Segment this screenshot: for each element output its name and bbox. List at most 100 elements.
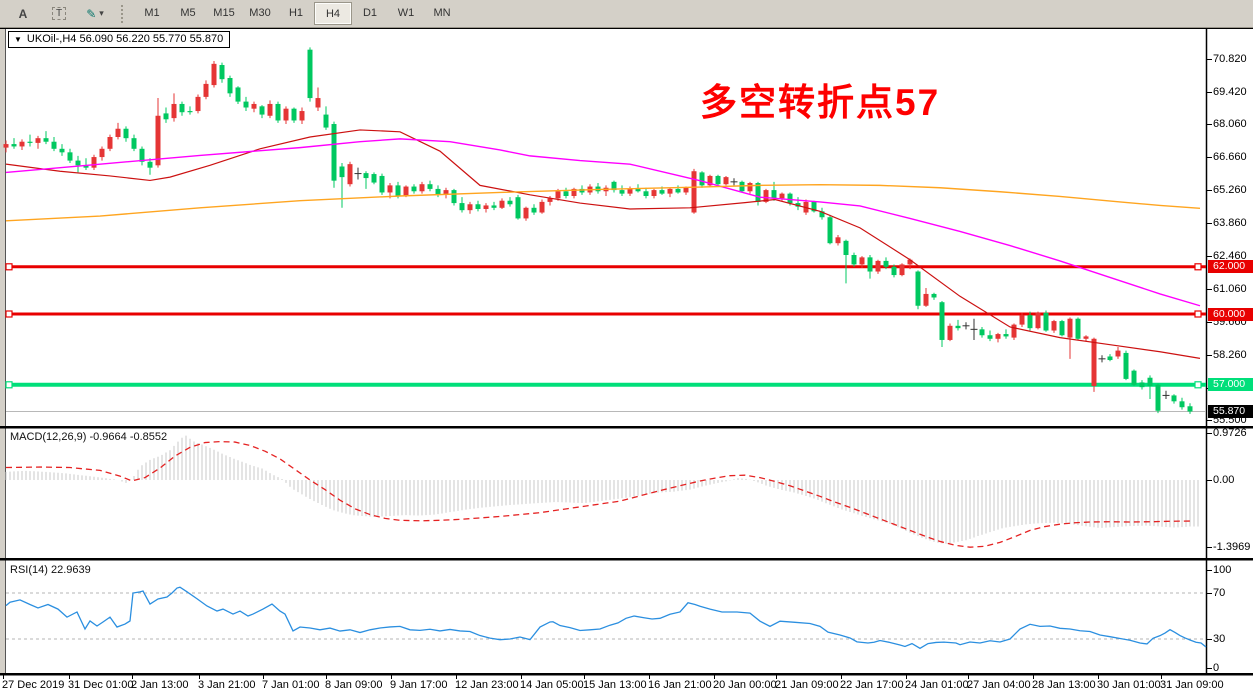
time-axis-label[interactable]: 3 Jan 21:00	[198, 679, 256, 691]
time-axis-label[interactable]: 27 Jan 04:00	[967, 679, 1031, 691]
price-badge-62.000: 62.000	[1208, 260, 1253, 274]
hline-handle[interactable]	[5, 263, 13, 271]
hline-handle[interactable]	[1194, 310, 1202, 318]
rsi-axis-tick	[1207, 593, 1212, 594]
time-axis-tick	[3, 675, 4, 679]
time-axis-label[interactable]: 12 Jan 23:00	[455, 679, 519, 691]
price-axis-tick	[1207, 322, 1212, 324]
time-axis-tick	[391, 675, 392, 679]
pane-separator-macd-rsi[interactable]	[0, 558, 1253, 561]
price-axis-tick	[1207, 288, 1212, 290]
time-axis-tick	[968, 675, 969, 679]
time-axis-label[interactable]: 21 Jan 09:00	[775, 679, 839, 691]
price-axis-label: 70.820	[1213, 52, 1247, 65]
price-axis-label: 58.260	[1213, 349, 1247, 362]
timeframe-button-h4[interactable]: H4	[314, 2, 352, 25]
macd-signal-line	[5, 440, 1191, 548]
time-axis-tick	[326, 675, 327, 679]
time-axis-tick	[199, 675, 200, 679]
time-axis-label[interactable]: 31 Dec 01:00	[68, 679, 134, 691]
ma-fast-red	[5, 129, 1201, 359]
time-axis-label[interactable]: 22 Jan 17:00	[840, 679, 904, 691]
price-badge-57.000: 57.000	[1208, 378, 1253, 392]
time-axis-tick	[776, 675, 777, 679]
time-axis-tick	[649, 675, 650, 679]
timeframe-button-d1[interactable]: D1	[362, 6, 378, 19]
price-axis-tick	[1207, 355, 1212, 357]
price-axis-label: 66.660	[1213, 150, 1247, 163]
timeframe-button-mn[interactable]: MN	[433, 6, 451, 19]
text-tool-icon: T	[51, 7, 67, 20]
time-axis-label[interactable]: 14 Jan 05:00	[520, 679, 584, 691]
rsi-axis-label: 0	[1213, 662, 1220, 674]
font-tool-button[interactable]: A	[5, 3, 41, 24]
price-axis-tick	[1207, 91, 1212, 93]
toolbar-drag-handle[interactable]	[121, 4, 128, 23]
symbol-dropdown-icon[interactable]: ▼	[14, 34, 22, 44]
time-axis-tick	[263, 675, 264, 679]
chart-window[interactable]: ▼ UKOil-,H4 56.090 56.220 55.770 55.870 …	[0, 28, 1253, 696]
chevron-down-icon[interactable]: ▾	[99, 8, 104, 18]
color-scheme-icon: ✎	[86, 6, 97, 21]
timeframe-button-m1[interactable]: M1	[144, 6, 160, 19]
color-scheme-button[interactable]: ✎ ▾	[77, 3, 113, 24]
time-axis-label[interactable]: 28 Jan 13:00	[1032, 679, 1096, 691]
text-tool-button[interactable]: T	[41, 3, 77, 24]
macd-axis-label: 0.00	[1213, 474, 1235, 486]
rsi-axis-tick	[1207, 668, 1212, 669]
time-axis-tick	[132, 675, 133, 679]
pane-separator-main-macd[interactable]	[0, 426, 1253, 429]
time-axis-tick	[1161, 675, 1162, 679]
hline-handle[interactable]	[5, 381, 13, 389]
timeframe-button-h1[interactable]: H1	[288, 6, 304, 19]
macd-axis-tick	[1207, 480, 1212, 481]
rsi-axis-label: 70	[1213, 587, 1226, 599]
price-axis-tick	[1207, 123, 1212, 125]
timeframe-button-m5[interactable]: M5	[180, 6, 196, 19]
time-axis-label[interactable]: 20 Jan 00:00	[713, 679, 777, 691]
time-axis-tick	[1098, 675, 1099, 679]
macd-axis-tick	[1207, 433, 1212, 435]
time-axis-label[interactable]: 31 Jan 09:00	[1160, 679, 1224, 691]
time-axis-label[interactable]: 8 Jan 09:00	[325, 679, 383, 691]
time-axis-label[interactable]: 16 Jan 21:00	[648, 679, 712, 691]
time-axis-label[interactable]: 9 Jan 17:00	[390, 679, 448, 691]
rsi-axis-label: 30	[1213, 633, 1226, 645]
time-axis-tick	[841, 675, 842, 679]
macd-indicator-label: MACD(12,26,9) -0.9664 -0.8552	[10, 431, 168, 443]
hline-handle[interactable]	[5, 310, 13, 318]
time-axis-label[interactable]: 2 Jan 13:00	[131, 679, 189, 691]
price-axis-tick	[1207, 420, 1212, 422]
rsi-line	[5, 586, 1207, 650]
time-axis-tick	[1033, 675, 1034, 679]
price-axis-label: 62.460	[1213, 249, 1247, 262]
timeframe-button-w1[interactable]: W1	[397, 6, 415, 19]
rsi-axis-tick	[1207, 639, 1212, 640]
hline-handle[interactable]	[1194, 263, 1202, 271]
time-axis-label[interactable]: 30 Jan 01:00	[1097, 679, 1161, 691]
hline-handle[interactable]	[1194, 381, 1202, 389]
macd-axis-label: 0.9726	[1213, 427, 1247, 440]
chart-canvas[interactable]	[0, 28, 1253, 696]
time-axis-tick	[906, 675, 907, 679]
symbol-label-box[interactable]: ▼ UKOil-,H4 56.090 56.220 55.770 55.870	[8, 31, 231, 48]
price-axis-tick	[1207, 58, 1212, 60]
pane-separator-rsi-timeaxis[interactable]	[0, 673, 1253, 676]
time-axis-label[interactable]: 27 Dec 2019	[2, 679, 65, 691]
time-axis-label[interactable]: 24 Jan 01:00	[905, 679, 969, 691]
price-axis-label: 61.060	[1213, 282, 1247, 295]
price-axis-tick	[1207, 189, 1212, 191]
rsi-indicator-label: RSI(14) 22.9639	[10, 564, 91, 576]
macd-axis-tick	[1207, 547, 1212, 549]
price-axis-label: 65.260	[1213, 183, 1247, 196]
timeframe-button-m15[interactable]: M15	[213, 6, 235, 19]
ma-slow-orange	[5, 183, 1201, 222]
timeframe-group: M1 M5 M15 M30 H1 H4 D1 W1 MN	[134, 2, 460, 25]
toolbar: A T ✎ ▾ M1 M5 M15 M30 H1 H4 D1 W1 MN	[0, 0, 1253, 28]
time-axis-label[interactable]: 7 Jan 01:00	[262, 679, 320, 691]
format-tool-group: A T ✎ ▾	[5, 3, 113, 24]
chart-annotation-text: 多空转折点57	[700, 82, 941, 123]
time-axis-label[interactable]: 15 Jan 13:00	[583, 679, 647, 691]
timeframe-button-m30[interactable]: M30	[249, 6, 271, 19]
price-axis-label: 69.420	[1213, 85, 1247, 98]
